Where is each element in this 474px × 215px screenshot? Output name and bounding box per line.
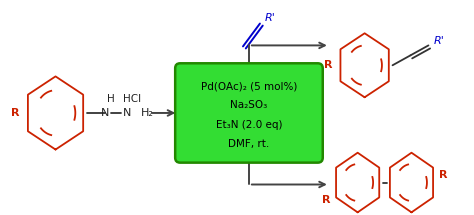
Text: DMF, rt.: DMF, rt. [228,139,270,149]
Text: Na₂SO₃: Na₂SO₃ [230,100,268,110]
Text: R': R' [265,13,276,23]
FancyBboxPatch shape [175,63,323,163]
Text: R: R [322,195,331,205]
Text: R: R [11,108,19,118]
Text: R: R [324,60,333,70]
Text: H₂: H₂ [141,108,154,118]
Text: R': R' [433,36,444,46]
Text: H: H [108,94,115,104]
Text: N: N [101,108,109,118]
Text: Pd(OAc)₂ (5 mol%): Pd(OAc)₂ (5 mol%) [201,81,297,91]
Text: Et₃N (2.0 eq): Et₃N (2.0 eq) [216,120,282,130]
Text: R: R [439,170,448,180]
Text: HCl: HCl [123,94,141,104]
Text: N: N [123,108,131,118]
